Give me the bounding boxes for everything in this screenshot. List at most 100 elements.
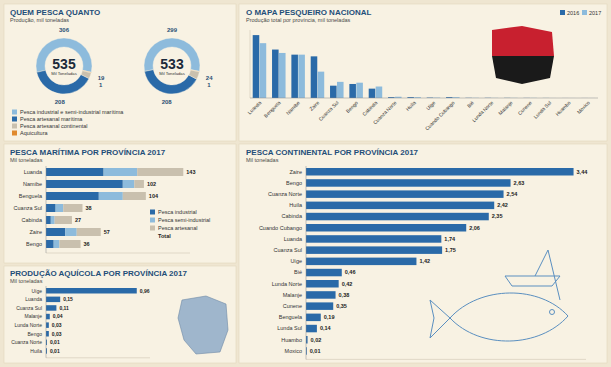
fish-eye — [550, 310, 555, 315]
tick-label: Bié — [294, 269, 302, 275]
tick-label: Bengo — [286, 180, 302, 186]
plot-area — [46, 168, 183, 248]
donut-total: 535 — [52, 56, 76, 72]
data-label: 0,03 — [52, 331, 62, 337]
bar — [306, 291, 336, 299]
title: O MAPA PESQUEIRO NACIONAL — [246, 8, 371, 17]
tick-label: Cabinda — [361, 99, 379, 117]
legend-entry: Pesca artesanal marítima — [20, 116, 83, 122]
legend-entry: 2016 — [567, 10, 579, 16]
tick-label: Huambo — [281, 337, 302, 343]
bar — [253, 35, 260, 98]
bar — [356, 83, 363, 98]
donut-total-label: Mil Toneladas — [51, 71, 77, 76]
map-decoration — [492, 56, 554, 84]
tick-label: Zaire — [308, 99, 320, 111]
bar-segment — [59, 240, 80, 248]
tick-label: Luanda — [25, 296, 42, 302]
data-label: 0,14 — [320, 325, 332, 331]
bar — [306, 179, 511, 187]
axis — [46, 286, 47, 358]
bar — [46, 314, 50, 320]
panel — [239, 144, 607, 363]
donut-slice — [145, 70, 197, 94]
data-label: 0,11 — [59, 305, 69, 311]
tick-label: Moxico — [285, 348, 302, 354]
bar-segment — [63, 204, 82, 212]
map-decoration — [492, 26, 554, 56]
legend-entry: 2017 — [589, 10, 601, 16]
plot-area — [46, 288, 137, 354]
data-label: 1,42 — [419, 258, 430, 264]
data-label: 0,01 — [50, 339, 60, 345]
map-decoration — [178, 296, 228, 354]
tick-label: Huíla — [30, 348, 42, 354]
donut — [144, 38, 200, 94]
tick-label: Lunda Norte — [471, 99, 495, 123]
tick-label: Cunene — [283, 303, 302, 309]
tick-label: Uíge — [31, 288, 42, 294]
donut-total: 533 — [160, 56, 184, 72]
bar-segment — [54, 240, 60, 248]
donut-slice — [189, 70, 200, 79]
tick-label: Cuanza Norte — [372, 99, 398, 125]
subtitle: Produção total por província, mil tonela… — [246, 17, 351, 23]
total-label: 36 — [84, 241, 90, 247]
boat — [505, 276, 560, 286]
legend-swatch — [150, 210, 155, 215]
legend-entry: Pesca artesanal continental — [20, 123, 88, 129]
panel — [4, 4, 236, 141]
data-label: 0,01 — [50, 348, 60, 354]
data-label: 0,96 — [140, 288, 150, 294]
bar — [46, 288, 137, 294]
bar-segment — [46, 240, 54, 248]
tick-label: Zaire — [29, 229, 42, 235]
axis — [250, 98, 598, 99]
data-label: 0,19 — [324, 314, 335, 320]
tick-label: Cabinda — [282, 213, 303, 219]
bar — [369, 89, 376, 98]
tick-label: Bengo — [28, 331, 43, 337]
tick-label: Zaire — [289, 169, 302, 175]
bar-segment — [134, 180, 144, 188]
tick-label: Huíla — [405, 99, 418, 112]
legend-entry: Pesca industrial e semi-industrial marít… — [20, 109, 124, 115]
fish-tail — [430, 300, 450, 338]
tick-label: Bengo — [26, 241, 42, 247]
panel — [239, 4, 607, 141]
bar — [306, 258, 416, 266]
tick-label: Benguela — [279, 314, 303, 320]
tick-label: Lunda Sul — [277, 325, 302, 331]
tick-label: Cuando Cubango — [424, 99, 456, 131]
bar — [306, 202, 494, 210]
data-label: 0,38 — [339, 292, 350, 298]
legend-swatch — [12, 110, 17, 115]
tick-label: Cuanza Norte — [11, 339, 42, 345]
data-label: 2,42 — [497, 202, 508, 208]
data-label: 24 — [206, 75, 213, 81]
fish-body — [450, 293, 568, 341]
tick-label: Cuanza Sul — [317, 99, 340, 122]
tick-label: Bié — [466, 99, 476, 109]
legend-entry: Pesca industrial — [158, 209, 197, 215]
subtitle: Mil toneladas — [10, 278, 43, 284]
tick-label: Huambo — [554, 99, 572, 117]
axis — [250, 30, 251, 98]
bar — [306, 213, 489, 221]
tick-label: Bengo — [345, 99, 360, 114]
bar — [46, 297, 60, 303]
infographic: QUEM PESCA QUANTOProdução, mil toneladas… — [0, 0, 611, 367]
bar-segment — [137, 168, 183, 176]
axis — [306, 166, 307, 359]
bar — [318, 72, 325, 98]
title: PESCA CONTINENTAL POR PROVÍNCIA 2017 — [246, 148, 419, 157]
tick-label: Cuanza Sul — [16, 305, 42, 311]
data-label: 1 — [99, 82, 103, 88]
bar — [46, 322, 49, 328]
tick-label: Cuando Cubango — [259, 225, 302, 231]
total-label: 143 — [186, 169, 195, 175]
bar — [46, 331, 49, 337]
legend-swatch — [12, 117, 17, 122]
tick-label: Cabinda — [22, 217, 43, 223]
tick-label: Lunda Sul — [532, 99, 552, 119]
